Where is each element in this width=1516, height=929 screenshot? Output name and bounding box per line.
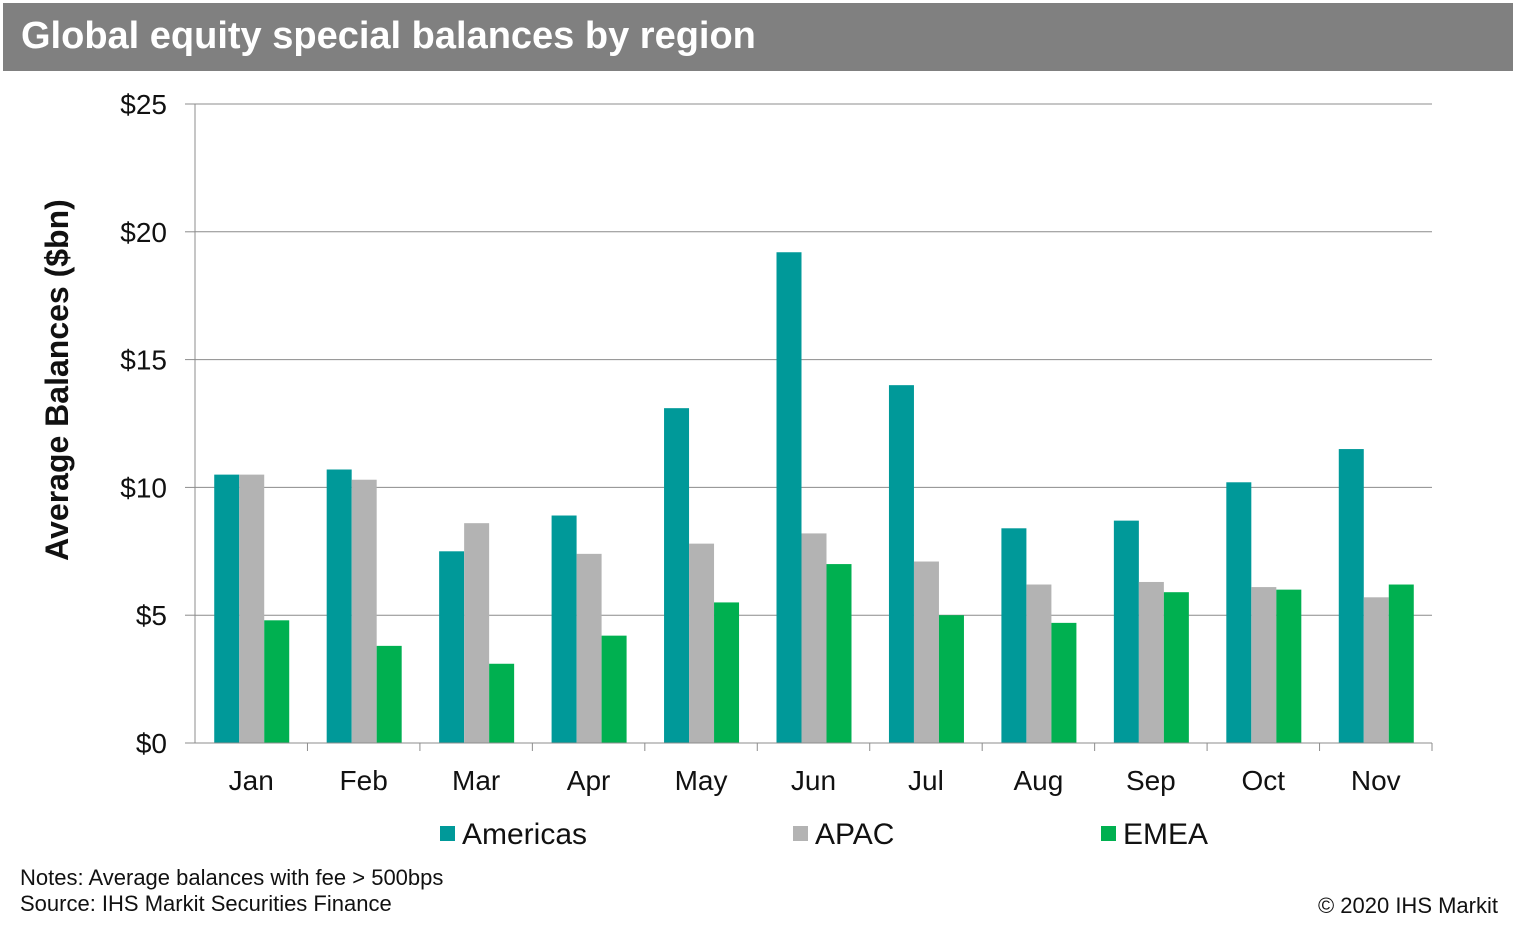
bar-emea-jul (938, 615, 964, 743)
bar-emea-may (714, 602, 740, 743)
x-tick-label: Feb (340, 765, 388, 796)
bar-americas-feb (326, 469, 352, 743)
bar-emea-jan (264, 620, 290, 743)
bar-emea-apr (601, 635, 627, 743)
legend-label-emea: EMEA (1123, 818, 1208, 851)
bar-americas-oct (1226, 482, 1252, 743)
x-tick-label: Jan (229, 765, 274, 796)
x-tick-label: Jun (791, 765, 836, 796)
bar-emea-aug (1051, 622, 1077, 743)
x-tick-label: Jul (908, 765, 944, 796)
bar-apac-jan (239, 474, 265, 743)
bar-americas-jun (776, 252, 802, 744)
legend: Americas APAC EMEA (440, 818, 1208, 851)
x-tick-label: Mar (452, 765, 500, 796)
bar-americas-apr (551, 515, 577, 743)
bar-apac-sep (1138, 581, 1164, 743)
y-tick-label: $5 (136, 600, 167, 631)
bars (214, 252, 1414, 744)
bar-americas-may (664, 408, 690, 743)
x-tick-label: May (675, 765, 728, 796)
bar-emea-oct (1276, 589, 1302, 743)
bar-americas-jan (214, 474, 240, 743)
bar-apac-jun (801, 533, 827, 743)
x-tick-label: Oct (1242, 765, 1286, 796)
bar-americas-sep (1113, 520, 1139, 743)
x-tick-label: Apr (567, 765, 611, 796)
bar-apac-feb (351, 479, 377, 743)
x-tick-label: Sep (1126, 765, 1176, 796)
bar-americas-mar (439, 551, 465, 743)
legend-swatch-apac (793, 826, 808, 841)
legend-label-apac: APAC (815, 818, 894, 851)
x-tick-label: Aug (1013, 765, 1063, 796)
bar-apac-nov (1363, 597, 1389, 743)
y-tick-label: $10 (120, 472, 167, 503)
chart-title: Global equity special balances by region (21, 15, 756, 57)
bar-emea-mar (489, 663, 515, 743)
bar-apac-mar (464, 523, 490, 743)
bar-emea-jun (826, 564, 852, 743)
bar-emea-sep (1163, 592, 1189, 743)
x-tick-label: Nov (1351, 765, 1401, 796)
bar-apac-jul (913, 561, 939, 743)
legend-swatch-americas (440, 826, 455, 841)
bar-americas-nov (1338, 449, 1364, 743)
axes: $0 $5 $10 $15 $20 $25 Jan Feb Mar Apr May Jun Jul Aug… (120, 89, 1433, 796)
y-tick-label: $0 (136, 728, 167, 759)
bar-americas-aug (1001, 528, 1027, 743)
notes-text: Notes: Average balances with fee > 500bp… (20, 865, 444, 890)
y-tick-label: $20 (120, 217, 167, 248)
bar-emea-feb (376, 645, 402, 743)
bar-apac-apr (576, 553, 602, 743)
legend-label-americas: Americas (462, 818, 587, 851)
y-tick-label: $25 (120, 89, 167, 120)
bar-apac-oct (1251, 587, 1277, 743)
copyright-text: © 2020 IHS Markit (1317, 893, 1498, 918)
bar-americas-jul (888, 385, 914, 743)
bar-apac-may (689, 543, 715, 743)
source-text: Source: IHS Markit Securities Finance (20, 891, 392, 916)
bar-emea-nov (1388, 584, 1414, 743)
legend-swatch-emea (1101, 826, 1116, 841)
bar-apac-aug (1026, 584, 1052, 743)
title-bar: Global equity special balances by region (3, 3, 1513, 71)
y-axis-label: Average Balances ($bn) (39, 199, 75, 561)
y-tick-label: $15 (120, 345, 167, 376)
